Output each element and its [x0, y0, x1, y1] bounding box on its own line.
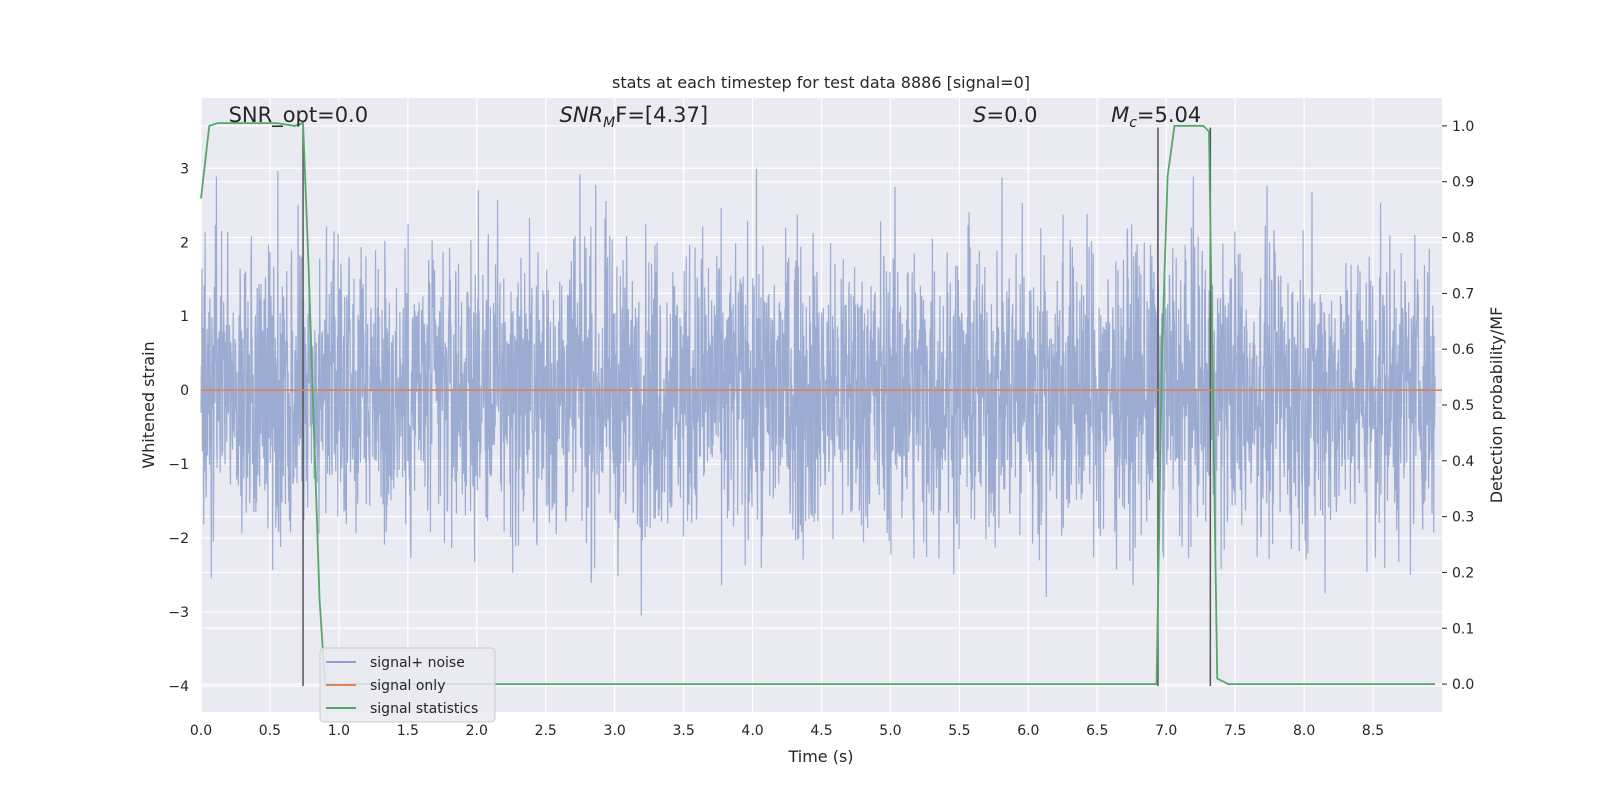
x-tick-label: 5.0 [879, 723, 901, 739]
legend: signal+ noise signal only signal statist… [319, 647, 496, 723]
signal-statistics-series [200, 121, 1436, 685]
x-tick-label: 2.0 [466, 723, 488, 739]
x-tick-label: 1.5 [397, 723, 419, 739]
legend-label-signal-noise: signal+ noise [370, 655, 465, 671]
x-tick-label: 6.0 [1017, 723, 1039, 739]
legend-label-signal-only: signal only [370, 678, 445, 694]
y-right-tick-label: 0.3 [1452, 510, 1474, 526]
y-right-tick-label: 1.0 [1452, 119, 1474, 135]
y-right-tick-label: 0.4 [1452, 454, 1474, 470]
x-tick-label: 3.0 [604, 723, 626, 739]
legend-box [319, 647, 496, 723]
y-tick-label: −1 [168, 457, 189, 473]
x-tick-label: 6.5 [1086, 723, 1108, 739]
signal-noise-line [200, 168, 1436, 616]
y-right-tick-label: 0.7 [1452, 286, 1474, 302]
annotation-text: Mc=5.04 [1111, 103, 1201, 131]
y-tick-label: 2 [180, 235, 189, 251]
y-right-tick-label: 0.9 [1452, 175, 1474, 191]
y-right-axis-label: Detection probability/MF [1487, 307, 1506, 504]
y-tick-labels: −4 −3 −2 −1 0 1 2 3 [168, 161, 189, 695]
signal-noise-series [200, 168, 1436, 616]
x-tick-label: 5.5 [948, 723, 970, 739]
legend-label-signal-statistics: signal statistics [370, 701, 478, 717]
x-tick-label: 4.5 [810, 723, 832, 739]
y-tick-label: 3 [180, 161, 189, 177]
x-tick-label: 2.5 [535, 723, 557, 739]
annotation-text: SNR_opt=0.0 [229, 103, 369, 128]
x-tick-label: 7.0 [1155, 723, 1177, 739]
x-tick-label: 8.0 [1293, 723, 1315, 739]
annotation-text: S=0.0 [973, 103, 1037, 127]
x-tick-label: 7.5 [1224, 723, 1246, 739]
y-right-tick-label: 0.0 [1452, 677, 1474, 693]
y-tick-label: −3 [168, 605, 189, 621]
signal-statistics-line [200, 121, 1436, 685]
x-tick-label: 0.0 [190, 723, 212, 739]
chart-title: stats at each timestep for test data 888… [612, 73, 1030, 92]
y-tick-label: −2 [168, 531, 189, 547]
y-tick-label: 0 [180, 383, 189, 399]
y-right-tick-label: 0.8 [1452, 231, 1474, 247]
y-right-tick-label: 0.1 [1452, 621, 1474, 637]
x-axis-label: Time (s) [787, 747, 853, 766]
x-tick-label: 3.5 [672, 723, 694, 739]
x-tick-label: 4.0 [741, 723, 763, 739]
x-tick-labels: 0.0 0.5 1.0 1.5 2.0 2.5 3.0 3.5 4.0 4.5 5.0 5.5 6.0 6… [190, 723, 1384, 739]
y-tick-label: 1 [180, 309, 189, 325]
y-axis-label: Whitened strain [139, 341, 158, 468]
annotations: SNR_opt=0.0 SNRMF=[4.37] S=0.0 Mc=5.04 [229, 103, 1202, 131]
x-tick-label: 1.0 [328, 723, 350, 739]
annotation-text: SNRMF=[4.37] [560, 103, 709, 131]
y-tick-label: −4 [168, 679, 189, 695]
y-right-tick-label: 0.6 [1452, 342, 1474, 358]
y-right-tick-label: 0.5 [1452, 398, 1474, 414]
y-right-tick-label: 0.2 [1452, 565, 1474, 581]
x-tick-label: 0.5 [259, 723, 281, 739]
y-right-tick-labels: 0.0 0.1 0.2 0.3 0.4 0.5 0.6 0.7 0.8 0.9 1.0 [1442, 119, 1474, 693]
x-tick-label: 8.5 [1362, 723, 1384, 739]
